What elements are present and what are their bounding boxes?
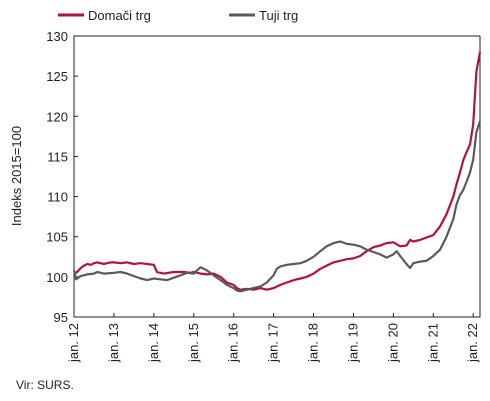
y-tick-label: 105: [46, 230, 68, 245]
plot-frame: [73, 35, 481, 318]
legend-label-domaci-trg: Domači trg: [88, 8, 151, 23]
x-tick-label: jan. 16: [226, 323, 241, 363]
x-tick-label: jan. 15: [186, 323, 201, 363]
x-tick-label: jan. 14: [146, 323, 161, 363]
legend: Domači trg Tuji trg: [58, 8, 298, 23]
x-tick-label: jan. 17: [266, 323, 281, 363]
x-tick-label: jan. 22: [465, 323, 480, 363]
legend-label-tuji-trg: Tuji trg: [259, 8, 298, 23]
y-tick-label: 115: [47, 149, 68, 164]
source-note: Vir: SURS.: [16, 378, 74, 392]
y-tick-label: 130: [46, 29, 68, 44]
series-line-tuji-trg: [72, 120, 482, 293]
x-tick-label: jan. 21: [425, 323, 440, 363]
x-tick-label: jan. 12: [66, 323, 81, 363]
y-tick-label: 110: [47, 190, 68, 205]
x-tick-label: jan. 18: [306, 323, 321, 363]
x-tick-label: jan. 13: [106, 323, 121, 363]
y-tick-label: 100: [46, 270, 68, 285]
y-axis-label: Indeks 2015=100: [9, 126, 24, 226]
y-tick-label: 95: [54, 310, 68, 325]
y-axis: 95 100 105 110 115 120 125 130: [46, 29, 78, 325]
y-tick-label: 120: [46, 109, 68, 124]
series-lines: [72, 51, 482, 293]
y-tick-label: 125: [46, 69, 68, 84]
x-tick-label: jan. 20: [385, 323, 400, 363]
series-line-domaci-trg: [73, 51, 482, 291]
x-axis: jan. 12 jan. 13 jan. 14 jan. 15 jan. 16 jan. …: [66, 313, 480, 363]
x-tick-label: jan. 19: [345, 323, 360, 363]
